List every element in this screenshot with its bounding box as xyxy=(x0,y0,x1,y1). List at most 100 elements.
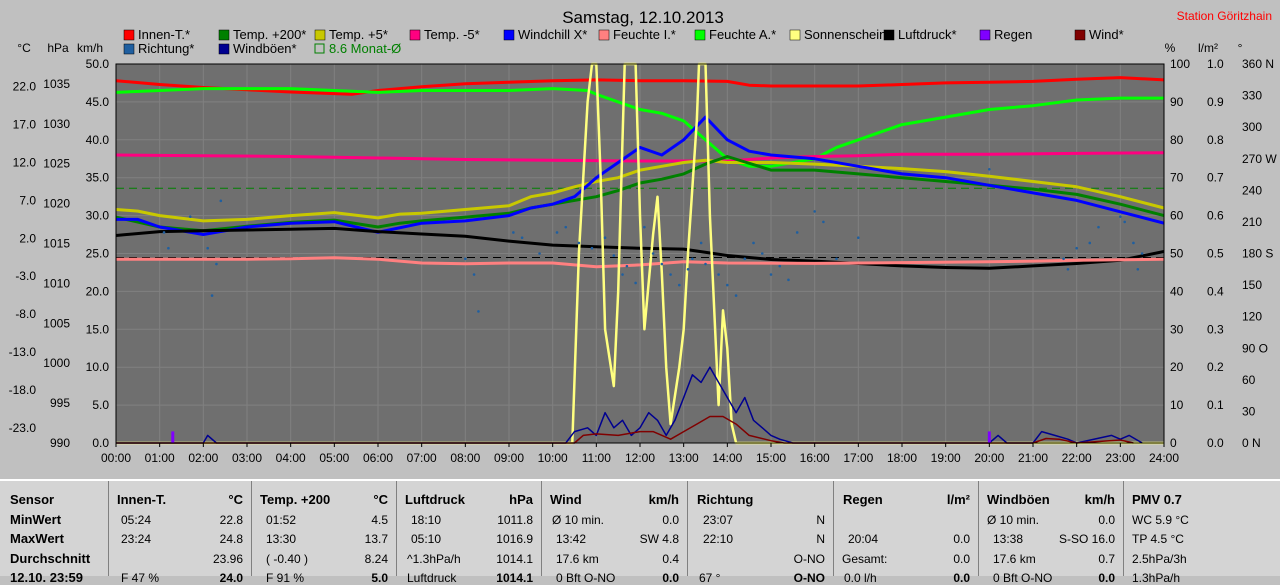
series-group xyxy=(115,62,1165,445)
direction-point xyxy=(188,215,192,218)
richtung-current-value: O-NO xyxy=(793,571,825,585)
legend: Innen-T.* Temp. +200* Temp. +5* Temp. -5* Wi… xyxy=(123,27,1124,56)
regen-total-label: Gesamt: xyxy=(842,552,888,566)
temp200-current-label: F 91 % xyxy=(266,571,305,585)
axis-unit-label: hPa xyxy=(47,41,69,55)
direction-point xyxy=(1136,267,1140,271)
temp200-current-value: 5.0 xyxy=(371,571,388,585)
direction-tick-label: 180 S xyxy=(1242,247,1273,261)
percent-tick-label: 80 xyxy=(1170,133,1184,147)
wind-title: Wind xyxy=(550,492,582,507)
wind-avg-value: 0.4 xyxy=(662,552,679,566)
pmv-dewpoint: TP 4.5 °C xyxy=(1132,532,1184,546)
x-tick-label: 20:00 xyxy=(974,451,1004,465)
direction-point xyxy=(603,236,607,240)
rain-tick-label: 0.8 xyxy=(1207,133,1224,147)
hpa-tick-label: 1020 xyxy=(43,197,70,211)
direction-point xyxy=(215,262,218,266)
wind-max-time: 13:42 xyxy=(556,532,587,546)
direction-point xyxy=(1062,257,1065,261)
richtung-title: Richtung xyxy=(697,492,754,507)
rain-tick-label: 0.5 xyxy=(1207,247,1224,261)
direction-point xyxy=(634,281,637,285)
legend-swatch xyxy=(503,29,515,41)
richtung-avg-value: O-NO xyxy=(793,552,825,566)
x-tick-label: 04:00 xyxy=(276,451,306,465)
luftdruck-unit: hPa xyxy=(509,492,533,507)
series-line xyxy=(115,76,1165,96)
luftdruck-trend: ^1.3hPa/h xyxy=(407,552,461,566)
innen-current-label: F 47 % xyxy=(121,571,160,585)
kmh-tick-label: 15.0 xyxy=(86,322,110,336)
series-line xyxy=(115,226,1165,270)
boeen-unit: km/h xyxy=(1084,492,1115,507)
sensor-label: Sensor xyxy=(10,492,55,507)
direction-point xyxy=(743,257,747,261)
kmh-tick-label: 30.0 xyxy=(86,209,110,223)
direction-point xyxy=(1097,225,1100,229)
direction-tick-label: 240 xyxy=(1242,183,1262,197)
percent-tick-label: 50 xyxy=(1170,247,1184,261)
boeen-max-value: S-SO 16.0 xyxy=(1058,532,1115,546)
hpa-tick-label: 1000 xyxy=(43,356,70,370)
regen-max-time: 20:04 xyxy=(848,532,879,546)
innen-title: Innen-T. xyxy=(117,492,167,507)
direction-point xyxy=(1132,241,1135,245)
direction-point xyxy=(691,257,694,261)
direction-point xyxy=(704,262,707,266)
legend-swatch xyxy=(123,29,135,41)
luftdruck-current-value: 1014.1 xyxy=(496,571,533,585)
wind-current-label: 0 Bft O-NO xyxy=(556,571,616,585)
wind-unit: km/h xyxy=(648,492,679,507)
temp200-column: Temp. +200 °C 01:52 4.5 13:30 13.7 ( -0.… xyxy=(252,481,397,585)
x-tick-label: 23:00 xyxy=(1105,451,1135,465)
legend-swatch xyxy=(979,29,991,41)
axis-unit-label: km/h xyxy=(77,41,103,55)
celsius-tick-label: 7.0 xyxy=(19,193,36,207)
direction-point xyxy=(1123,220,1126,224)
innen-max-value: 24.8 xyxy=(219,532,243,546)
direction-point xyxy=(162,231,166,234)
series-line xyxy=(116,115,1165,236)
rain-tick-label: 0.6 xyxy=(1207,209,1224,223)
innen-min-value: 22.8 xyxy=(219,513,243,527)
kmh-tick-label: 10.0 xyxy=(86,360,110,374)
temp200-avg-label: ( -0.40 ) xyxy=(266,552,309,566)
kmh-tick-label: 20.0 xyxy=(86,284,110,298)
boeen-avg-value: 0.7 xyxy=(1098,552,1115,566)
richtung-column: Richtung 23:07 N 22:10 N O-NO 67 ° O-NO xyxy=(688,481,834,585)
wind-distance: 17.6 km xyxy=(556,552,599,566)
series-line xyxy=(115,87,1164,168)
legend-swatch xyxy=(883,29,895,41)
luftdruck-max-time: 05:10 xyxy=(411,532,442,546)
celsius-tick-label: 17.0 xyxy=(13,118,37,132)
richtung-max-value: N xyxy=(816,532,825,546)
x-tick-label: 09:00 xyxy=(494,451,524,465)
pmv-trend-3h: 2.5hPa/3h xyxy=(1132,552,1187,566)
direction-point xyxy=(760,252,764,255)
series-line xyxy=(116,62,1164,445)
temp200-unit: °C xyxy=(373,492,388,507)
x-tick-label: 06:00 xyxy=(363,451,393,465)
legend-label: Luftdruck* xyxy=(898,27,957,42)
wind-max-value: SW 4.8 xyxy=(639,532,679,546)
legend-swatch xyxy=(314,43,325,54)
boeen-min-label: Ø 10 min. xyxy=(987,513,1040,527)
x-tick-label: 17:00 xyxy=(843,451,873,465)
direction-point xyxy=(477,310,480,313)
x-tick-label: 01:00 xyxy=(145,451,175,465)
temp200-avg-value: 8.24 xyxy=(364,552,388,566)
legend-label: Windböen* xyxy=(233,41,297,56)
rain-bar xyxy=(171,431,175,443)
x-tick-label: 03:00 xyxy=(232,451,262,465)
x-tick-label: 16:00 xyxy=(800,451,830,465)
percent-tick-label: 40 xyxy=(1170,284,1184,298)
x-tick-label: 19:00 xyxy=(931,451,961,465)
row-labels-column: Sensor MinWert MaxWert Durchschnitt 12.1… xyxy=(0,481,109,585)
direction-point xyxy=(769,273,773,276)
kmh-tick-label: 25.0 xyxy=(86,247,110,261)
celsius-tick-label: 2.0 xyxy=(19,231,36,245)
chart-title: Samstag, 12.10.2013 xyxy=(562,8,724,27)
direction-point xyxy=(988,167,991,171)
direction-point xyxy=(564,225,568,229)
